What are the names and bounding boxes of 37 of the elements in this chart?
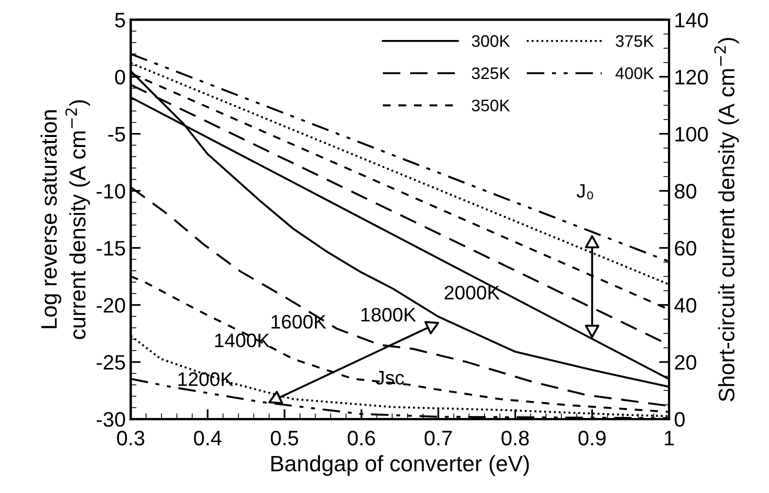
legend-label: 325K (472, 67, 510, 80)
annotation: J₀ (576, 184, 594, 200)
y-tick-label: -30 (96, 412, 126, 427)
y-axis-title: Log reverse saturation current density (A cm$^{−2}$) (40, 100, 90, 339)
y-tick-label: -20 (96, 298, 126, 313)
y2-axis-title: Short-circuit current density (A cm$^{−2}$) (714, 38, 739, 402)
annotation: 1800K (361, 308, 416, 322)
y2-tick-label: 40 (674, 298, 696, 313)
y-tick-label: 5 (115, 12, 125, 28)
x-tick-label: 0.9 (578, 430, 606, 446)
x-tick-label: 0.8 (502, 430, 529, 446)
y2-tick-label: 100 (675, 126, 708, 142)
y-tick-label: -15 (96, 241, 125, 256)
y2-tick-label: 20 (674, 355, 696, 370)
legend-label: 350K (472, 100, 510, 112)
annotation: 2000K (444, 286, 500, 300)
annotation: 1600K (272, 314, 326, 329)
y2-tick-label: 80 (674, 184, 696, 199)
x-tick-label: 0.7 (424, 430, 452, 446)
y-tick-label: -25 (96, 355, 125, 370)
legend-label: 375K (616, 35, 654, 47)
x-tick-label: 0.5 (270, 430, 298, 446)
y2-tick-label: 140 (675, 12, 708, 28)
y2-tick-label: 120 (675, 70, 708, 85)
x-axis-title: Bandgap of converter (eV) (271, 455, 529, 476)
y2-tick-label: 60 (674, 240, 696, 256)
annotation: 1400K (215, 334, 270, 348)
y-tick-label: -10 (96, 184, 126, 199)
y2-tick-label: 0 (674, 412, 685, 427)
y-tick-label: -5 (108, 127, 125, 142)
x-tick-label: 1 (664, 430, 674, 446)
x-tick-label: 0.4 (194, 430, 222, 446)
x-tick-label: 0.6 (348, 430, 375, 446)
legend-label: 300K (472, 35, 510, 47)
x-tick-label: 0.3 (117, 430, 144, 446)
legend-label: 400K (615, 67, 654, 80)
y-tick-label: 0 (115, 70, 126, 85)
